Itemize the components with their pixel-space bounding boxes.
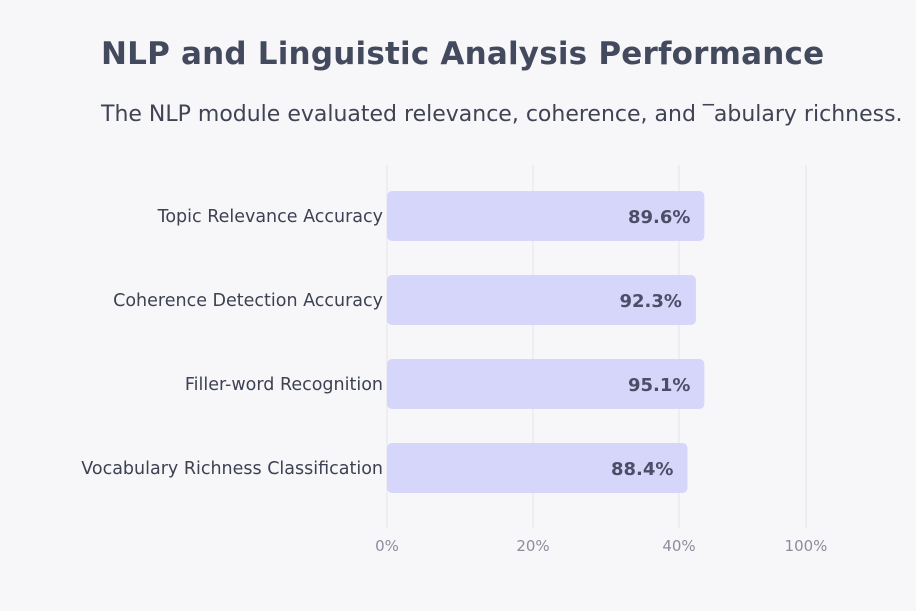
x-tick-label: 100% (785, 537, 828, 555)
bar (387, 275, 696, 325)
category-label: Filler-word Recognition (185, 375, 383, 395)
x-tick-label: 0% (375, 537, 399, 555)
category-label: Topic Relevance Accuracy (157, 207, 383, 227)
bar (387, 191, 705, 241)
category-label: Coherence Detection Accuracy (113, 291, 383, 311)
bar (387, 359, 705, 409)
category-label: Vocabulary Richness Classification (81, 459, 383, 479)
x-tick-label: 40% (662, 537, 695, 555)
x-tick-label: 20% (516, 537, 549, 555)
data-label: 92.3% (619, 291, 681, 312)
data-label: 88.4% (611, 459, 673, 480)
data-label: 89.6% (628, 207, 690, 228)
bar (387, 443, 688, 493)
chart-subtitle: The NLP module evaluated relevance, cohe… (101, 102, 903, 127)
chart-title: NLP and Linguistic Analysis Performance (101, 36, 825, 72)
data-label: 95.1% (628, 375, 690, 396)
